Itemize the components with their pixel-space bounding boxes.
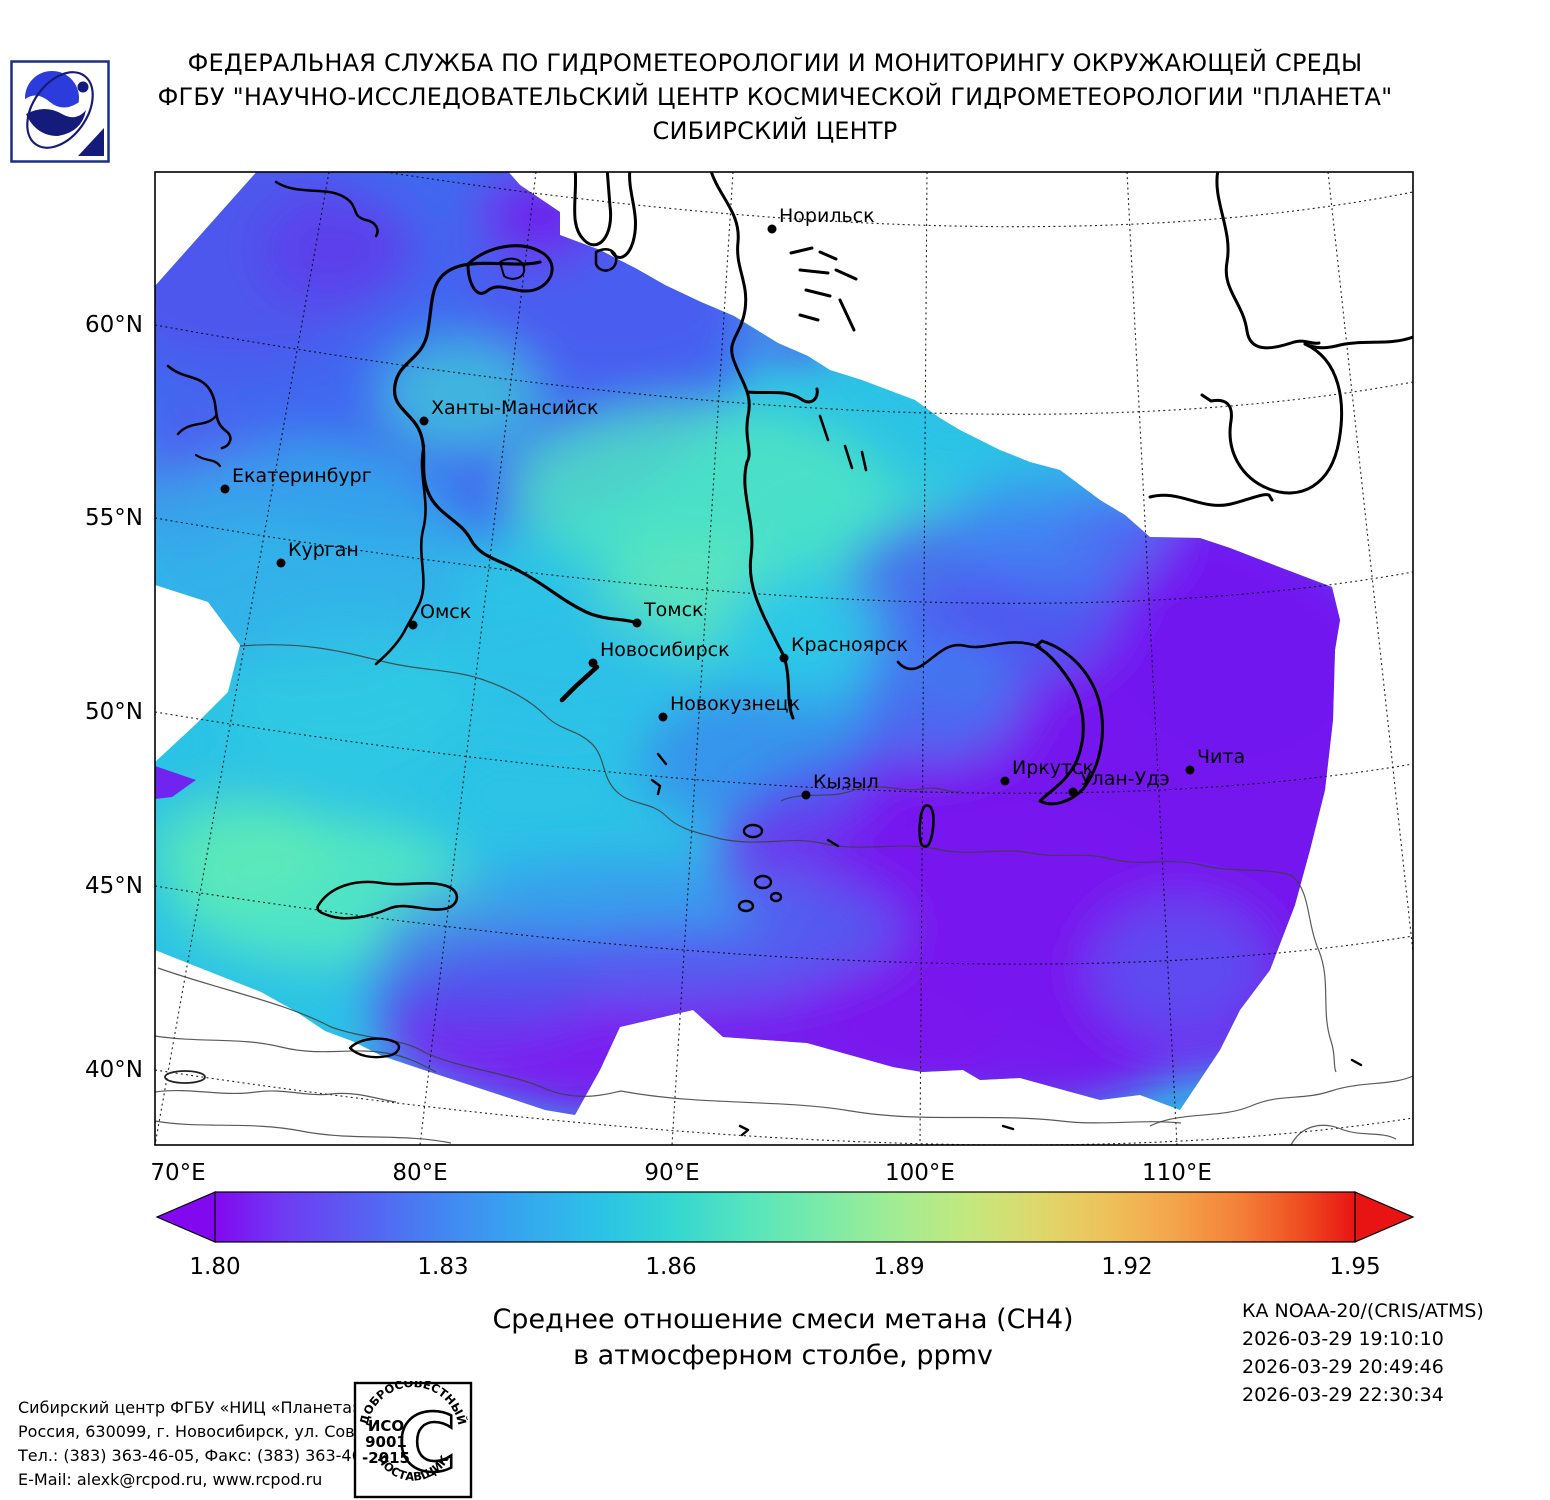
colorbar-gradient (214, 1191, 1356, 1243)
contact-line: Сибирский центр ФГБУ «НИЦ «Планета» (18, 1398, 362, 1417)
lon-tick-label: 80°E (392, 1160, 447, 1186)
lon-axis: 70°E 80°E 90°E 100°E 110°E (150, 1160, 1212, 1186)
colorbar-right-arrow (1354, 1191, 1415, 1243)
stamp-iso-line2: 9001 (365, 1433, 407, 1451)
satellite-info: КА NOAA-20/(CRIS/ATMS) 2026-03-29 19:10:… (1242, 1297, 1484, 1409)
contact-line: Россия, 630099, г. Новосибирск, ул. Сове… (18, 1422, 443, 1441)
city-marker: Красноярск (779, 634, 908, 663)
city-label: Красноярск (791, 634, 908, 656)
country-borders (155, 644, 1413, 1145)
lon-tick-label: 100°E (885, 1160, 955, 1186)
map-plot-area: Норильск Ханты-Мансийск Екатеринбург Кур… (155, 172, 1413, 1145)
city-dot (220, 484, 230, 494)
colorbar-tick-label: 1.89 (873, 1254, 924, 1280)
city-dot (419, 416, 429, 426)
city-dot (767, 224, 777, 234)
satellite-time: 2026-03-29 19:10:10 (1242, 1328, 1444, 1350)
header-title: ФЕДЕРАЛЬНАЯ СЛУЖБА ПО ГИДРОМЕТЕОРОЛОГИИ … (0, 46, 1550, 148)
colorbar-tick-label: 1.92 (1101, 1254, 1152, 1280)
contact-lines: Сибирский центр ФГБУ «НИЦ «Планета» Росси… (18, 1396, 442, 1492)
colorbar-tick-label: 1.80 (189, 1254, 240, 1280)
city-label: Томск (643, 599, 704, 621)
city-marker: Чита (1185, 746, 1245, 775)
city-marker: Кызыл (801, 771, 879, 800)
contact-line: E-Mail: alexk@rcpod.ru, www.rcpod.ru (18, 1470, 323, 1489)
city-dot (801, 790, 811, 800)
city-label: Екатеринбург (232, 465, 372, 487)
lon-tick-label: 90°E (644, 1160, 699, 1186)
figure-caption: Среднее отношение смеси метана (CH4) в а… (383, 1302, 1183, 1374)
planeta-logo-icon (10, 60, 110, 163)
city-dot (1000, 776, 1010, 786)
city-marker: Новокузнецк (658, 693, 800, 722)
cities-layer: Норильск Ханты-Мансийск Екатеринбург Кур… (220, 205, 1245, 800)
city-dot (658, 712, 668, 722)
city-dot (276, 558, 286, 568)
city-dot (1185, 765, 1195, 775)
lat-tick-label: 60°N (85, 312, 143, 338)
graticule (155, 172, 1413, 1145)
lat-tick-label: 55°N (85, 505, 143, 531)
colorbar (155, 1191, 1415, 1243)
city-marker: Иркутск (1000, 757, 1094, 786)
city-label: Курган (288, 539, 359, 561)
city-label: Новосибирск (600, 639, 730, 661)
rivers-and-lakes (166, 172, 1413, 1137)
city-marker: Омск (408, 601, 471, 630)
city-marker: Новосибирск (588, 639, 730, 668)
colorbar-left-arrow (155, 1191, 216, 1243)
contact-line: Тел.: (383) 363-46-05, Факс: (383) 363-4… (18, 1446, 388, 1465)
stamp-iso-line1: ИСО (368, 1417, 404, 1435)
lon-tick-label: 70°E (150, 1160, 205, 1186)
iso-9001-stamp: С ДОБРОСОВЕСТНЫЙ ИСО 9001 -2015 ПОСТАВЩИ… (353, 1381, 473, 1499)
city-label: Ханты-Мансийск (431, 397, 599, 419)
colorbar-tick-label: 1.86 (645, 1254, 696, 1280)
satellite-time: 2026-03-29 20:49:46 (1242, 1356, 1444, 1378)
data-swath (155, 172, 1340, 1115)
city-marker: Екатеринбург (220, 465, 372, 494)
city-marker: Ханты-Мансийск (419, 397, 599, 426)
city-dot (1068, 787, 1078, 797)
lon-tick-label: 110°E (1142, 1160, 1212, 1186)
city-dot (588, 658, 598, 668)
satellite-platform: КА NOAA-20/(CRIS/ATMS) (1242, 1300, 1484, 1322)
colorbar-ticks: 1.80 1.83 1.86 1.89 1.92 1.95 (189, 1254, 1380, 1280)
satellite-time: 2026-03-29 22:30:34 (1242, 1384, 1444, 1406)
city-label: Омск (420, 601, 471, 623)
lat-tick-label: 40°N (85, 1057, 143, 1083)
header-line-2: ФГБУ "НАУЧНО-ИССЛЕДОВАТЕЛЬСКИЙ ЦЕНТР КОС… (157, 83, 1393, 111)
city-dot (779, 653, 789, 663)
lat-tick-label: 50°N (85, 699, 143, 725)
stamp-letter-c: С (398, 1397, 457, 1490)
caption-line-2: в атмосферном столбе, ppmv (573, 1340, 993, 1371)
city-marker: Норильск (767, 205, 875, 234)
caption-line-1: Среднее отношение смеси метана (CH4) (492, 1304, 1074, 1335)
satellite-times: 2026-03-29 19:10:10 2026-03-29 20:49:46 20… (1242, 1325, 1484, 1409)
header-line-3: СИБИРСКИЙ ЦЕНТР (652, 117, 898, 145)
lat-tick-label: 45°N (85, 873, 143, 899)
header-line-1: ФЕДЕРАЛЬНАЯ СЛУЖБА ПО ГИДРОМЕТЕОРОЛОГИИ … (187, 49, 1363, 77)
purple-sliver (155, 766, 196, 799)
colorbar-tick-label: 1.83 (417, 1254, 468, 1280)
city-label: Кызыл (813, 771, 879, 793)
city-label: Норильск (779, 205, 875, 227)
city-marker: Курган (276, 539, 359, 568)
city-marker: Улан-Удэ (1068, 768, 1170, 797)
map-frame (154, 171, 1414, 1146)
city-label: Новокузнецк (670, 693, 800, 715)
city-dot (632, 618, 642, 628)
lat-axis: 60°N 55°N 50°N 45°N 40°N (85, 312, 143, 1083)
colorbar-tick-label: 1.95 (1329, 1254, 1380, 1280)
city-dot (408, 620, 418, 630)
stamp-iso-line3: -2015 (362, 1449, 410, 1467)
contact-info: Сибирский центр ФГБУ «НИЦ «Планета» Росси… (18, 1396, 442, 1492)
city-label: Иркутск (1012, 757, 1094, 779)
city-label: Чита (1197, 746, 1245, 768)
city-marker: Томск (632, 599, 704, 628)
no-data-wedge (155, 585, 240, 762)
city-label: Улан-Удэ (1080, 768, 1170, 790)
